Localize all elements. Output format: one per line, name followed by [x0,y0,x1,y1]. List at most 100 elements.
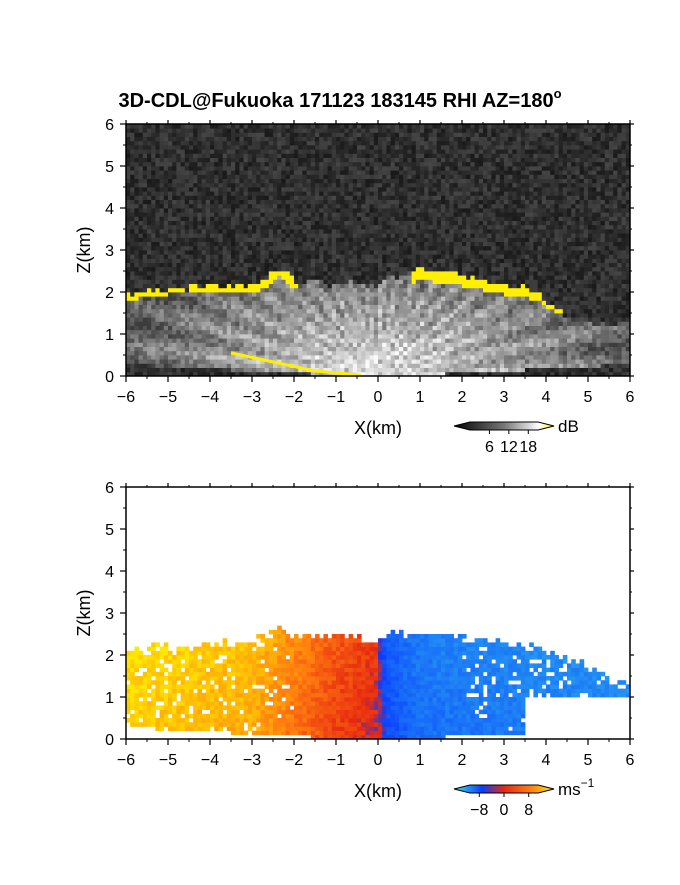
heatmap-cell [411,371,417,377]
heatmap-cell [399,275,404,280]
heatmap-cell [441,128,446,133]
heatmap-cell [264,266,270,272]
heatmap-cell [352,161,358,167]
heatmap-cell [315,153,320,158]
heatmap-cell [252,178,257,184]
heatmap-cell [420,237,425,242]
heatmap-cell [365,258,370,263]
heatmap-cell [336,308,341,314]
heatmap-cell [336,203,341,209]
heatmap-cell [365,338,370,343]
heatmap-cell [298,124,303,129]
heatmap-cell [420,325,425,331]
heatmap-cell [428,325,433,331]
heatmap-cell [231,140,236,146]
heatmap-cell [462,355,467,360]
heatmap-cell [226,237,232,242]
heatmap-cell [142,203,148,209]
heatmap-cell [403,149,408,154]
heatmap-cell [268,371,274,377]
heatmap-cell [361,178,366,184]
heatmap-cell [155,283,160,289]
heatmap-cell [235,191,240,196]
heatmap-cell [151,313,156,318]
heatmap-cell [151,124,156,129]
heatmap-cell [348,212,354,217]
heatmap-cell [394,254,400,259]
heatmap-cell [231,321,236,326]
heatmap-cell [147,329,152,335]
heatmap-cell [424,182,429,188]
heatmap-cell [264,237,270,242]
heatmap-cell [268,262,274,268]
heatmap-cell [168,170,173,175]
heatmap-cell [273,191,278,196]
heatmap-cell [420,296,425,301]
heatmap-cell [323,355,328,360]
heatmap-cell [193,124,198,129]
heatmap-cell [264,161,270,167]
heatmap-cell [445,237,450,242]
heatmap-cell [193,329,198,335]
heatmap-cell [138,254,144,259]
heatmap-cell [474,338,480,343]
heatmap-cell [466,317,471,322]
heatmap-cell [172,178,177,184]
heatmap-cell [344,350,349,356]
heatmap-cell [302,342,307,347]
heatmap-cell [201,325,207,331]
heatmap-cell [180,153,186,158]
heatmap-cell [268,296,274,301]
heatmap-cell [327,149,333,154]
heatmap-cell [428,161,433,167]
heatmap-cell [336,292,341,297]
heatmap-cell [205,237,211,242]
heatmap-cell [235,321,240,326]
heatmap-cell [147,216,152,221]
heatmap-cell [373,136,379,142]
heatmap-cell [155,321,160,326]
heatmap-cell [457,250,463,255]
heatmap-cell [231,233,236,238]
heatmap-cell [306,149,312,154]
heatmap-cell [369,250,375,255]
heatmap-cell [197,250,202,255]
heatmap-cell [189,275,194,280]
heatmap-cell [357,187,362,192]
heatmap-cell [138,128,144,133]
heatmap-cell [184,187,190,192]
heatmap-cell [176,296,181,301]
heatmap-cell [130,308,135,314]
heatmap-cell [218,258,223,263]
heatmap-cell [407,313,412,318]
heatmap-cell [357,170,362,175]
heatmap-cell [449,304,454,310]
heatmap-cell [243,149,249,154]
heatmap-cell [277,212,282,217]
heatmap-cell [407,208,412,213]
heatmap-cell [147,275,152,280]
heatmap-cell [470,174,475,179]
heatmap-cell [331,140,337,146]
heatmap-cell [231,296,236,301]
heatmap-cell [273,187,278,192]
heatmap-cell [168,237,173,242]
heatmap-cell [298,245,303,251]
heatmap-cell [365,216,370,221]
heatmap-cell [273,237,278,242]
heatmap-cell [340,145,345,150]
heatmap-cell [470,304,475,310]
heatmap-cell [205,329,211,335]
heatmap-cell [386,300,391,305]
heatmap-cell [273,338,278,343]
heatmap-cell [315,174,320,179]
heatmap-cell [294,308,299,314]
heatmap-cell [294,161,299,167]
heatmap-cell [436,350,442,356]
heatmap-cell [373,283,379,289]
heatmap-cell [176,124,181,129]
heatmap-cell [130,342,135,347]
heatmap-cell [184,304,190,310]
heatmap-cell [235,241,240,247]
heatmap-cell [415,241,421,247]
